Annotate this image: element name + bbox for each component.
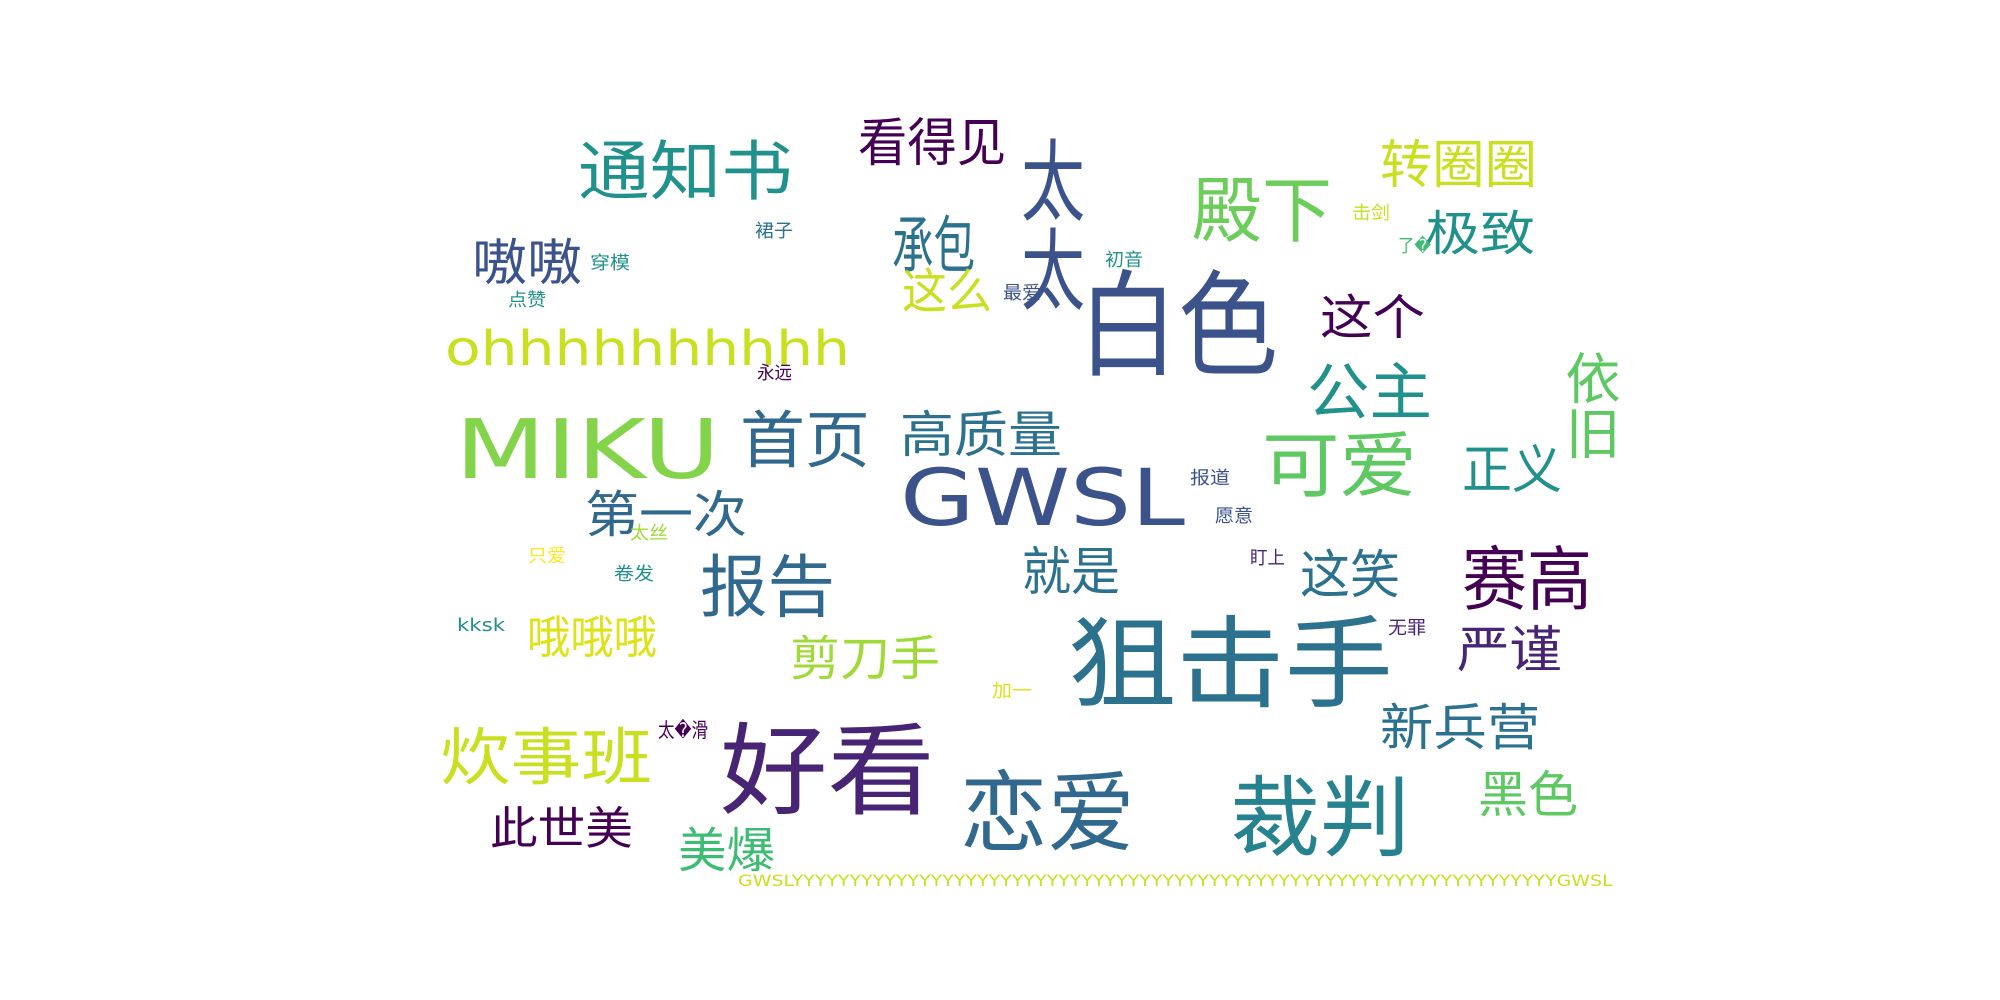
- cloud-word: 第一次: [585, 486, 747, 544]
- cloud-word: 可爱: [1262, 424, 1417, 508]
- cloud-word: 公主: [1307, 356, 1433, 429]
- cloud-word: 白色: [1078, 260, 1279, 394]
- cloud-word: 首页: [740, 404, 870, 477]
- cloud-word: 太丝: [630, 523, 669, 544]
- cloud-word: 就是: [1022, 543, 1120, 603]
- cloud-word: 哦哦哦: [527, 611, 658, 664]
- cloud-word: 击剑: [1352, 203, 1391, 224]
- cloud-word: GWSL: [900, 454, 1185, 544]
- cloud-word: 这么: [902, 264, 992, 320]
- cloud-word: 正义: [1462, 441, 1562, 501]
- cloud-word: 好看: [720, 713, 935, 830]
- cloud-word: 最爱: [1003, 283, 1042, 304]
- cloud-word: 赛高: [1462, 539, 1593, 621]
- cloud-word: 无罪: [1388, 618, 1427, 639]
- cloud-word: 转圈圈: [1380, 136, 1537, 196]
- cloud-word: 初音: [1105, 250, 1144, 271]
- cloud-word: 美爆: [678, 823, 775, 879]
- cloud-word: 狙击手: [1068, 606, 1393, 723]
- cloud-word: 盯上: [1250, 548, 1285, 569]
- cloud-word: 依旧: [1556, 350, 1620, 460]
- cloud-word: 殿下: [1192, 169, 1332, 253]
- cloud-word: 此世美: [490, 802, 633, 855]
- cloud-word: GWSLYYYYYYYYYYYYYYYYYYYYYYYYYYYYYYYYYYYY…: [738, 871, 1613, 890]
- cloud-word: 报道: [1190, 468, 1230, 489]
- cloud-word: 通知书: [578, 135, 793, 210]
- cloud-word: 报告: [700, 549, 836, 628]
- cloud-word: 加一: [992, 681, 1032, 702]
- cloud-word: 永远: [757, 363, 792, 384]
- cloud-word: 点赞: [508, 290, 547, 311]
- cloud-word: 太太: [1010, 135, 1084, 314]
- cloud-word: 严谨: [1457, 621, 1562, 679]
- cloud-word: 承包: [892, 209, 975, 282]
- cloud-word: 裁判: [1230, 767, 1411, 870]
- cloud-word: 这个: [1320, 290, 1426, 346]
- cloud-word: 卷发: [614, 564, 654, 585]
- cloud-word: 愿意: [1215, 506, 1254, 527]
- cloud-word: 只爱: [528, 546, 567, 567]
- cloud-word: 太�滑: [658, 718, 708, 742]
- cloud-word: MIKU: [455, 403, 720, 498]
- cloud-word: 恋爱: [960, 762, 1135, 865]
- cloud-word: 炊事班: [440, 721, 653, 794]
- cloud-word: 剪刀手: [790, 631, 941, 687]
- cloud-word: 这笑: [1300, 546, 1400, 606]
- cloud-word: 裙子: [755, 221, 794, 242]
- cloud-word: 看得见: [858, 114, 1007, 174]
- cloud-word: 穿模: [590, 253, 630, 274]
- cloud-word: 嗷嗷: [472, 234, 582, 292]
- cloud-word: ohhhhhhhhhh: [445, 321, 850, 377]
- cloud-word: 黑色: [1478, 766, 1578, 824]
- cloud-word: 极致: [1425, 206, 1536, 262]
- cloud-word: 高质量: [900, 406, 1062, 464]
- cloud-word: 了�: [1398, 236, 1432, 257]
- cloud-word: 新兵营: [1380, 699, 1541, 757]
- cloud-word: kksk: [457, 615, 506, 636]
